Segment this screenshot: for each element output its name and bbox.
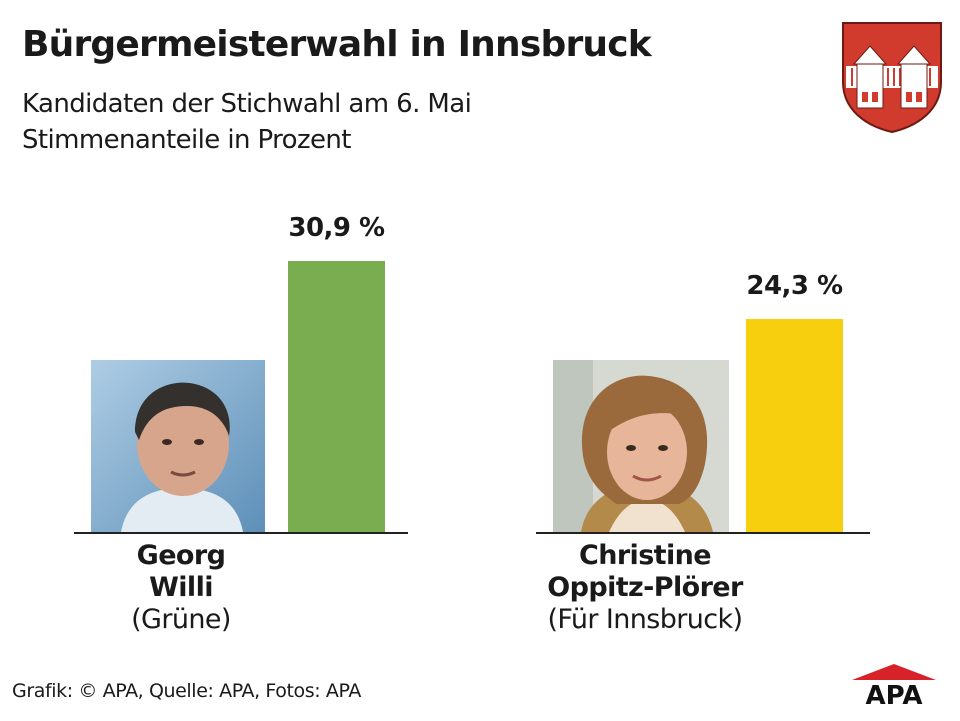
subtitle-line-1: Kandidaten der Stichwahl am 6. Mai (22, 89, 472, 119)
data-label-oppitz-ploerer: 24,3 % (746, 270, 843, 301)
bar-willi (288, 260, 385, 532)
candidate-name-line-2: Willi (149, 572, 213, 603)
candidate-party: (Für Innsbruck) (547, 604, 743, 635)
candidate-label-oppitz-ploerer: Christine Oppitz-Plörer (Für Innsbruck) (510, 540, 780, 636)
candidate-photo-willi (91, 360, 265, 532)
candidate-name-line-2: Oppitz-Plörer (547, 572, 743, 603)
candidate-party: (Grüne) (131, 604, 231, 635)
data-label-willi: 30,9 % (288, 212, 385, 243)
subtitle-line-2: Stimmenanteile in Prozent (22, 125, 352, 155)
candidate-label-willi: Georg Willi (Grüne) (96, 540, 266, 636)
apa-logo-icon: APA (852, 664, 936, 706)
source-credit: Grafik: © APA, Quelle: APA, Fotos: APA (12, 680, 361, 702)
candidate-name-line-1: Christine (579, 540, 712, 571)
chart-title: Bürgermeisterwahl in Innsbruck (22, 24, 652, 65)
chart-subtitle: Kandidaten der Stichwahl am 6. Mai Stimm… (22, 86, 472, 158)
candidate-name-line-1: Georg (136, 540, 226, 571)
svg-text:APA: APA (866, 681, 923, 706)
candidate-photo-oppitz-ploerer (553, 360, 729, 532)
baseline-right (536, 532, 870, 534)
baseline-left (74, 532, 408, 534)
innsbruck-coat-of-arms-icon (842, 22, 942, 134)
bar-oppitz-ploerer (746, 318, 843, 532)
